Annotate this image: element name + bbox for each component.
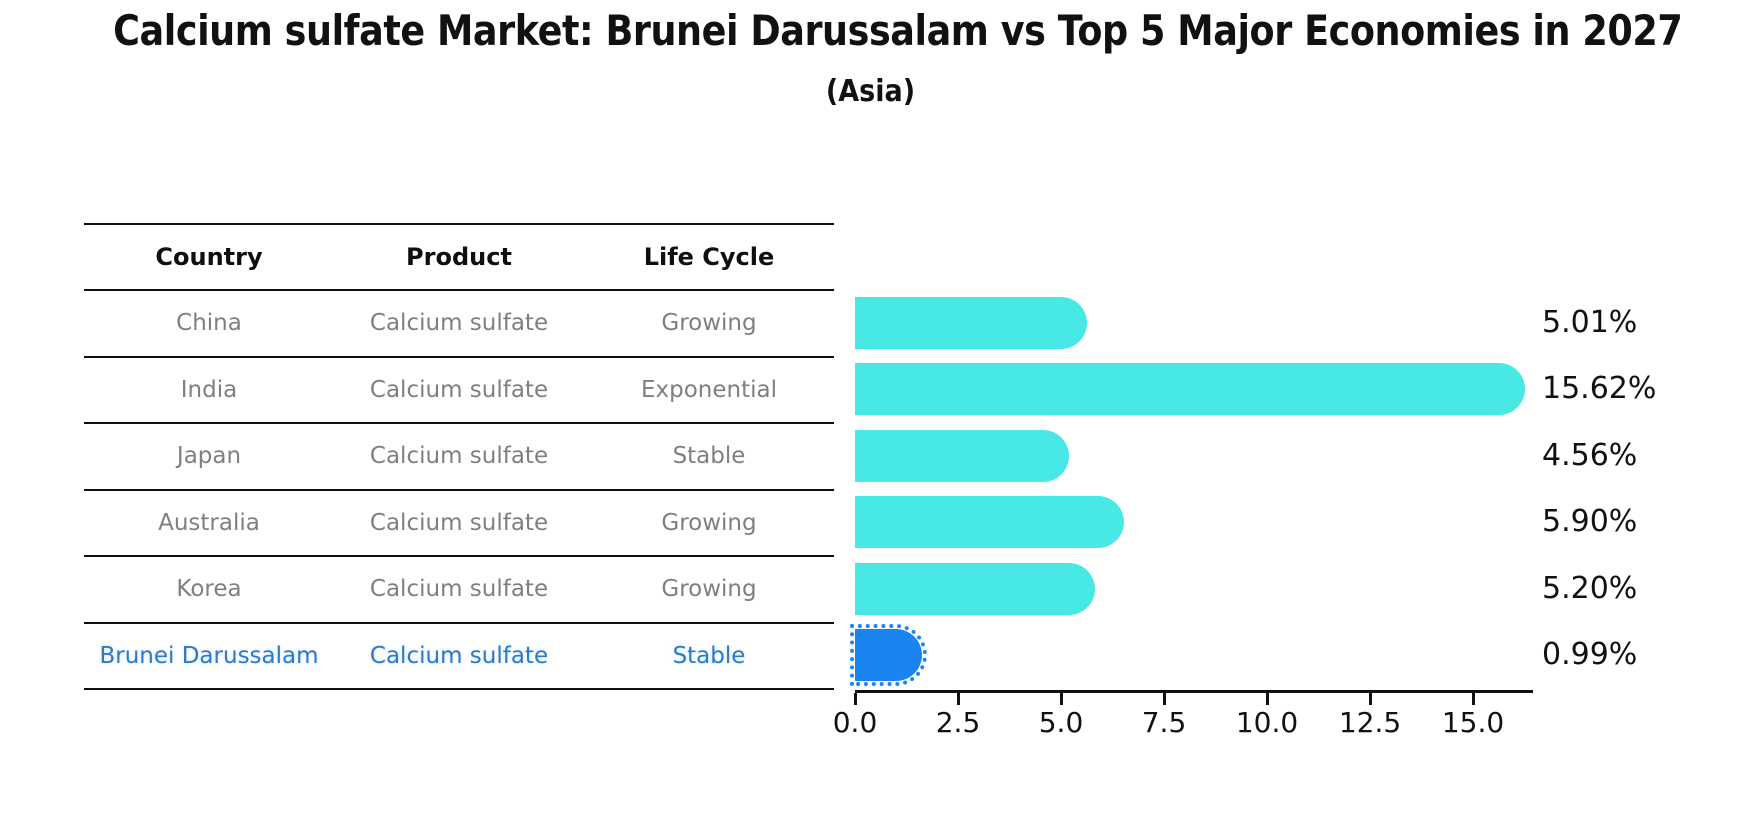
x-tick-label-2.5: 2.5 — [935, 706, 981, 739]
bar-china — [855, 296, 1087, 349]
value-label-india: 15.62% — [1542, 371, 1657, 406]
life-cycle-cell: Stable — [672, 642, 746, 669]
country-cell: China — [176, 310, 242, 337]
bar-india — [855, 363, 1525, 415]
x-tick-7.5 — [1162, 693, 1166, 705]
product-cell: Calcium sulfate — [369, 443, 549, 470]
page-subtitle: (Asia) — [825, 74, 916, 109]
x-tick-label-15.0: 15.0 — [1441, 706, 1505, 739]
table-row-japan: Japan Calcium sulfate Stable — [84, 424, 834, 491]
life-cycle-cell: Growing — [661, 576, 757, 603]
bar-japan — [855, 429, 1069, 482]
x-tick-label-10.0: 10.0 — [1235, 706, 1299, 739]
table-row-australia: Australia Calcium sulfate Growing — [84, 491, 834, 557]
table-header-row: Country Product Life Cycle — [84, 225, 834, 291]
x-tick-12.5 — [1368, 693, 1372, 705]
value-label-japan: 4.56% — [1542, 437, 1638, 473]
table-header-life-cycle: Life Cycle — [643, 243, 775, 271]
country-cell: Korea — [176, 576, 242, 603]
country-cell: Japan — [176, 443, 242, 470]
life-cycle-cell: Exponential — [640, 376, 777, 403]
bar-brunei-darussalam — [850, 624, 927, 686]
table-row-brunei-darussalam: Brunei Darussalam Calcium sulfate Stable — [84, 624, 834, 690]
life-cycle-cell: Stable — [672, 443, 746, 470]
country-cell: India — [180, 376, 238, 403]
value-label-china: 5.01% — [1542, 304, 1638, 340]
country-cell: Brunei Darussalam — [99, 642, 319, 669]
table-row-india: India Calcium sulfate Exponential — [84, 358, 834, 424]
value-label-brunei-darussalam: 0.99% — [1542, 637, 1638, 672]
life-cycle-cell: Growing — [661, 509, 757, 536]
x-tick-label-5.0: 5.0 — [1038, 706, 1084, 739]
product-cell: Calcium sulfate — [369, 642, 549, 669]
page-title: Calcium sulfate Market: Brunei Darussala… — [113, 6, 1683, 55]
value-label-australia: 5.90% — [1542, 504, 1638, 539]
table-row-korea: Korea Calcium sulfate Growing — [84, 557, 834, 624]
table-body: China Calcium sulfate Growing India Calcium … — [84, 291, 834, 690]
x-tick-10.0 — [1265, 693, 1269, 705]
table-header-country: Country — [155, 243, 263, 271]
x-tick-2.5 — [956, 693, 960, 705]
x-axis-line — [855, 690, 1533, 693]
bar-australia — [855, 496, 1124, 548]
product-cell: Calcium sulfate — [369, 376, 549, 403]
x-tick-15.0 — [1471, 693, 1475, 705]
x-tick-label-12.5: 12.5 — [1338, 706, 1402, 739]
product-cell: Calcium sulfate — [369, 576, 549, 603]
country-cell: Australia — [158, 509, 260, 536]
life-cycle-cell: Growing — [661, 310, 757, 337]
country-info-table: Country Product Life Cycle China Calcium su… — [84, 223, 834, 690]
value-label-korea: 5.20% — [1542, 570, 1638, 606]
x-tick-label-0.0: 0.0 — [832, 706, 878, 739]
table-row-china: China Calcium sulfate Growing — [84, 291, 834, 358]
table-header-product: Product — [406, 243, 512, 271]
x-tick-5.0 — [1059, 693, 1063, 705]
x-tick-0.0 — [853, 693, 857, 705]
product-cell: Calcium sulfate — [369, 509, 549, 536]
product-cell: Calcium sulfate — [369, 310, 549, 337]
bar-korea — [855, 562, 1095, 615]
x-tick-label-7.5: 7.5 — [1141, 706, 1187, 739]
